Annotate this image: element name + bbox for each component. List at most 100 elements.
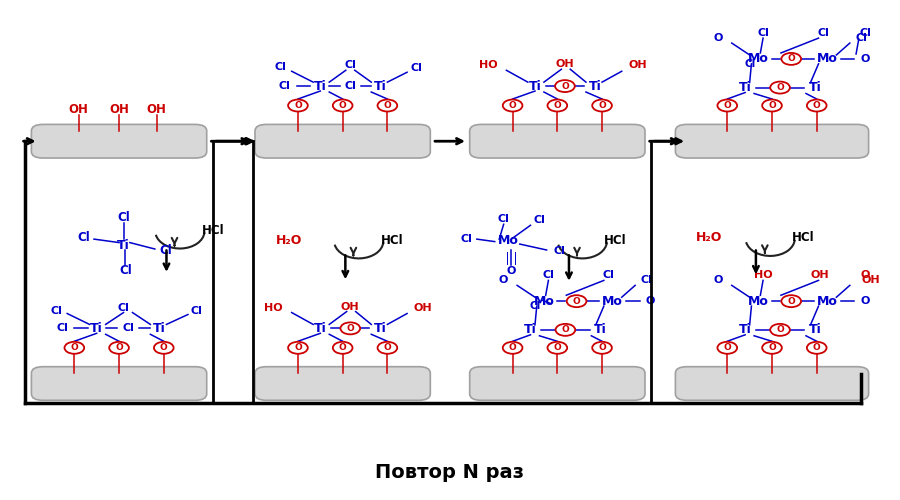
Text: Cl: Cl: [856, 33, 868, 43]
Text: Ti: Ti: [374, 80, 387, 92]
Text: Ti: Ti: [117, 238, 130, 252]
Text: O: O: [714, 33, 723, 43]
Ellipse shape: [762, 100, 782, 112]
Text: O: O: [160, 344, 167, 352]
Ellipse shape: [770, 82, 790, 94]
Ellipse shape: [567, 295, 587, 307]
Text: H₂O: H₂O: [275, 234, 302, 246]
Text: Cl: Cl: [817, 28, 829, 38]
Text: Cl: Cl: [543, 270, 554, 280]
Text: Cl: Cl: [641, 276, 652, 285]
Text: O: O: [776, 83, 784, 92]
Text: O: O: [645, 296, 655, 306]
Ellipse shape: [109, 342, 129, 354]
Text: O: O: [506, 266, 516, 276]
Text: O: O: [499, 276, 508, 285]
Text: O: O: [598, 344, 606, 352]
Ellipse shape: [555, 324, 575, 336]
FancyBboxPatch shape: [675, 124, 868, 158]
Text: O: O: [508, 101, 517, 110]
Ellipse shape: [333, 100, 353, 112]
Text: O: O: [338, 101, 346, 110]
Text: Ti: Ti: [314, 322, 327, 335]
Text: O: O: [383, 344, 392, 352]
Ellipse shape: [807, 342, 826, 354]
Text: Mo: Mo: [602, 294, 623, 308]
Text: Cl: Cl: [460, 234, 472, 244]
Text: Cl: Cl: [118, 302, 130, 312]
Text: O: O: [346, 324, 354, 333]
Text: Ti: Ti: [90, 322, 104, 335]
Ellipse shape: [592, 100, 612, 112]
Text: OH: OH: [69, 102, 89, 116]
Text: OH: OH: [811, 270, 830, 280]
Text: HCl: HCl: [792, 231, 814, 244]
Text: HO: HO: [479, 60, 498, 70]
Ellipse shape: [717, 100, 737, 112]
Text: Ti: Ti: [153, 322, 166, 335]
Text: O: O: [294, 101, 302, 110]
Text: Ti: Ti: [594, 324, 607, 336]
Text: Mo: Mo: [748, 52, 769, 66]
Ellipse shape: [762, 342, 782, 354]
Text: Cl: Cl: [159, 244, 172, 258]
Ellipse shape: [333, 342, 353, 354]
Text: Cl: Cl: [345, 60, 356, 70]
Text: Mo: Mo: [817, 294, 838, 308]
Text: Cl: Cl: [191, 306, 202, 316]
Text: Cl: Cl: [57, 324, 68, 334]
Text: Ti: Ti: [528, 80, 541, 92]
Text: Cl: Cl: [410, 64, 422, 74]
Ellipse shape: [65, 342, 85, 354]
Text: Cl: Cl: [50, 306, 62, 316]
Text: Ti: Ti: [314, 80, 327, 92]
Text: Ti: Ti: [808, 324, 822, 336]
Text: Mo: Mo: [534, 294, 554, 308]
Text: OH: OH: [109, 102, 129, 116]
Text: O: O: [338, 344, 346, 352]
Text: Cl: Cl: [76, 231, 90, 244]
Ellipse shape: [555, 80, 575, 92]
Text: OH: OH: [414, 302, 433, 312]
Text: Ti: Ti: [374, 322, 387, 335]
Ellipse shape: [503, 100, 522, 112]
Text: Cl: Cl: [117, 212, 130, 224]
Text: OH: OH: [628, 60, 647, 70]
Ellipse shape: [781, 295, 801, 307]
Text: OH: OH: [341, 302, 360, 312]
Text: O: O: [768, 101, 776, 110]
FancyBboxPatch shape: [255, 124, 430, 158]
Ellipse shape: [547, 342, 567, 354]
Text: HO: HO: [265, 302, 284, 312]
Text: O: O: [572, 296, 580, 306]
Text: O: O: [860, 296, 869, 306]
Text: O: O: [788, 54, 795, 64]
Text: O: O: [561, 82, 569, 90]
Text: HO: HO: [753, 270, 772, 280]
Ellipse shape: [154, 342, 174, 354]
Text: O: O: [714, 276, 723, 285]
Text: Cl: Cl: [122, 324, 134, 334]
Ellipse shape: [503, 342, 522, 354]
Text: O: O: [562, 326, 570, 334]
Text: O: O: [768, 344, 776, 352]
Text: Cl: Cl: [744, 59, 755, 69]
Ellipse shape: [807, 100, 826, 112]
Ellipse shape: [377, 342, 397, 354]
Text: Cl: Cl: [534, 216, 545, 226]
Text: H₂O: H₂O: [697, 231, 723, 244]
Text: Cl: Cl: [602, 270, 615, 280]
Text: O: O: [294, 344, 302, 352]
Ellipse shape: [377, 100, 397, 112]
Text: Ti: Ti: [739, 81, 752, 94]
Ellipse shape: [717, 342, 737, 354]
Text: HCl: HCl: [381, 234, 403, 246]
Ellipse shape: [288, 100, 308, 112]
Text: Ti: Ti: [589, 80, 601, 92]
Text: Cl: Cl: [860, 28, 871, 38]
Text: O: O: [860, 270, 869, 280]
Text: Cl: Cl: [119, 264, 131, 278]
Text: O: O: [554, 344, 562, 352]
FancyBboxPatch shape: [32, 366, 207, 400]
Text: O: O: [813, 344, 821, 352]
